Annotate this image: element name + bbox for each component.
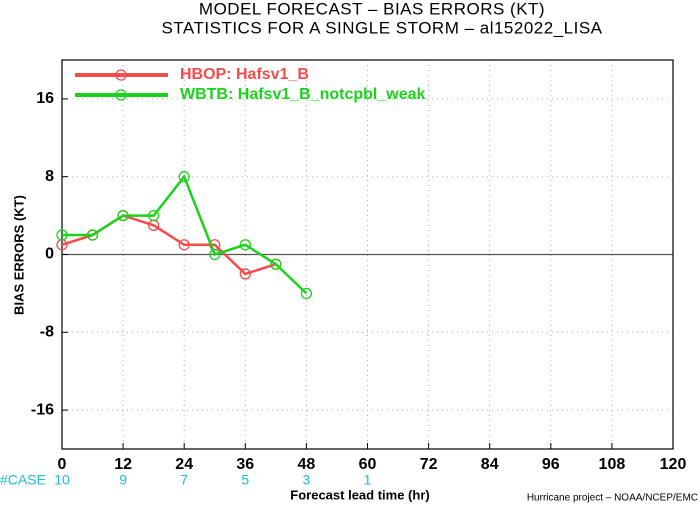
x-axis-label: Forecast lead time (hr) <box>290 487 429 502</box>
point <box>178 239 190 251</box>
x-tick-label: 24 <box>175 456 193 473</box>
case-count: 5 <box>241 472 249 488</box>
x-tick-label: 60 <box>359 456 377 473</box>
legend-label: WBTB: Hafsv1_B_notcpbl_weak <box>180 86 425 103</box>
y-tick-label: -16 <box>31 401 54 418</box>
point <box>86 229 99 241</box>
y-tick-label: -8 <box>40 324 54 341</box>
y-tick-label: 16 <box>36 90 54 107</box>
point <box>147 209 160 222</box>
x-tick-label: 36 <box>236 456 254 473</box>
x-tick-label: 12 <box>114 456 132 473</box>
legend-marker <box>115 69 127 81</box>
chart-subtitle: STATISTICS FOR A SINGLE STORM – al152022… <box>161 18 602 37</box>
point <box>117 209 129 222</box>
case-count: 7 <box>180 472 188 488</box>
case-count: 3 <box>303 472 311 488</box>
point <box>239 268 251 280</box>
point <box>209 248 221 261</box>
case-count: 1 <box>364 472 372 488</box>
x-tick-label: 0 <box>58 456 67 473</box>
point <box>56 229 68 241</box>
x-tick-label: 108 <box>599 456 626 473</box>
case-count: 10 <box>54 472 70 488</box>
y-tick-label: 8 <box>45 168 54 185</box>
series-line <box>62 174 308 295</box>
x-tick-label: 48 <box>298 456 316 473</box>
x-tick-label: 96 <box>542 456 560 473</box>
point <box>239 239 251 251</box>
y-axis-label: BIAS ERRORS (KT) <box>11 195 26 315</box>
point <box>300 287 313 300</box>
legend-marker <box>115 89 127 101</box>
point <box>270 258 282 270</box>
chart-title: MODEL FORECAST – BIAS ERRORS (KT) <box>199 0 545 18</box>
legend-label: HBOP: Hafsv1_B <box>180 66 309 83</box>
case-count: 9 <box>119 472 127 488</box>
plot-frame <box>61 59 674 450</box>
point <box>178 171 190 183</box>
y-tick-label: 0 <box>45 246 54 263</box>
x-tick-label: 120 <box>660 456 687 473</box>
case-label: #CASE <box>0 472 46 488</box>
x-tick-label: 84 <box>481 456 499 473</box>
footer: Hurricane project – NOAA/NCEP/EMC <box>527 493 698 504</box>
x-tick-label: 72 <box>420 456 438 473</box>
